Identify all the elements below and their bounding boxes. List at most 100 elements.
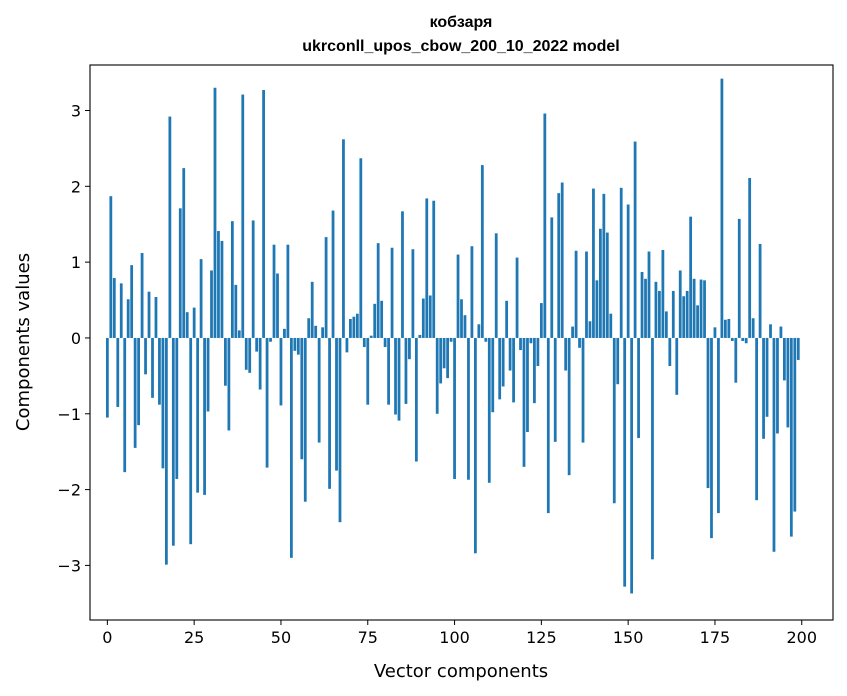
bar (727, 319, 731, 338)
bar (380, 300, 384, 338)
bar (345, 337, 349, 353)
bar (449, 337, 453, 342)
y-axis-ticks: −3 −2 −1 0 1 2 3 (57, 101, 90, 575)
bar (262, 90, 265, 338)
bar (116, 337, 120, 407)
bar (533, 337, 536, 404)
bar (300, 337, 304, 460)
bar (626, 204, 630, 338)
bar (467, 337, 470, 480)
bar (199, 259, 203, 338)
bar (557, 193, 561, 338)
bar (404, 337, 408, 404)
bar (741, 337, 745, 341)
bar (133, 337, 137, 448)
bar (779, 326, 783, 338)
bar (213, 87, 217, 338)
bar (328, 337, 331, 489)
bar-series (105, 78, 800, 594)
bar (689, 216, 693, 338)
bar (244, 337, 248, 370)
x-tick-label: 75 (358, 628, 378, 647)
bar (550, 217, 554, 338)
bar (227, 337, 231, 431)
bar (286, 244, 290, 338)
chart-title: кобзаря (430, 14, 493, 31)
bar (432, 200, 436, 338)
bar (734, 337, 738, 383)
bar (349, 319, 352, 338)
bar (796, 337, 800, 360)
bar (685, 290, 689, 338)
bar (296, 337, 300, 355)
x-axis-title: Vector components (374, 661, 548, 682)
bar (109, 196, 113, 338)
bar (192, 307, 196, 338)
bar (574, 250, 578, 338)
bar (730, 337, 734, 341)
bar (220, 240, 224, 338)
bar (303, 337, 307, 502)
bar (501, 337, 505, 387)
bar (112, 278, 116, 338)
bar (612, 337, 616, 504)
bar (119, 283, 123, 338)
bar (123, 337, 127, 473)
bar (512, 337, 515, 403)
bar (769, 324, 772, 338)
bar (401, 211, 404, 338)
bar (359, 158, 363, 338)
bar (338, 337, 342, 523)
bar (692, 278, 696, 338)
bar (592, 188, 595, 338)
bar (755, 337, 759, 501)
x-axis-ticks: 0 25 50 75 100 125 150 175 200 (102, 620, 817, 647)
bar (595, 280, 599, 338)
bar (494, 233, 498, 338)
bar (414, 337, 418, 462)
bar (560, 182, 564, 338)
bar (529, 337, 533, 344)
bar (717, 337, 720, 514)
bar (355, 313, 359, 338)
bar (189, 337, 193, 545)
bar (460, 299, 463, 338)
bar (526, 337, 529, 432)
bar (661, 250, 665, 338)
bar (474, 337, 477, 554)
bar (210, 270, 213, 338)
bar (616, 337, 620, 385)
bar (289, 337, 293, 558)
bar (706, 337, 710, 489)
x-tick-label: 100 (439, 628, 470, 647)
bar (178, 208, 182, 338)
bar (140, 253, 144, 338)
bar (630, 337, 634, 594)
bar (453, 337, 456, 479)
bar (154, 297, 158, 338)
bar (605, 232, 609, 338)
y-axis-title: Components values (13, 253, 34, 431)
bar (248, 337, 252, 373)
bar (182, 168, 186, 338)
bar (442, 337, 446, 369)
bar (369, 335, 373, 338)
bar (536, 337, 540, 366)
bar (720, 78, 724, 338)
bar (158, 337, 161, 405)
bar (508, 337, 512, 371)
bar (668, 337, 672, 366)
bar (633, 141, 637, 338)
y-tick-label: −3 (57, 556, 81, 575)
bar (498, 337, 502, 400)
bar (553, 337, 557, 442)
bar (366, 337, 370, 405)
bar (293, 337, 297, 351)
x-tick-label: 0 (102, 628, 112, 647)
bar (765, 337, 769, 417)
bar (418, 334, 422, 338)
bar (786, 337, 790, 428)
bar (487, 337, 491, 483)
bar (772, 337, 776, 552)
